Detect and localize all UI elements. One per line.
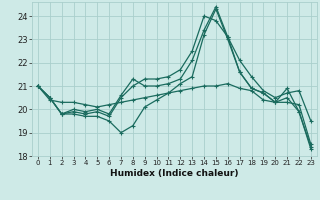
X-axis label: Humidex (Indice chaleur): Humidex (Indice chaleur) xyxy=(110,169,239,178)
